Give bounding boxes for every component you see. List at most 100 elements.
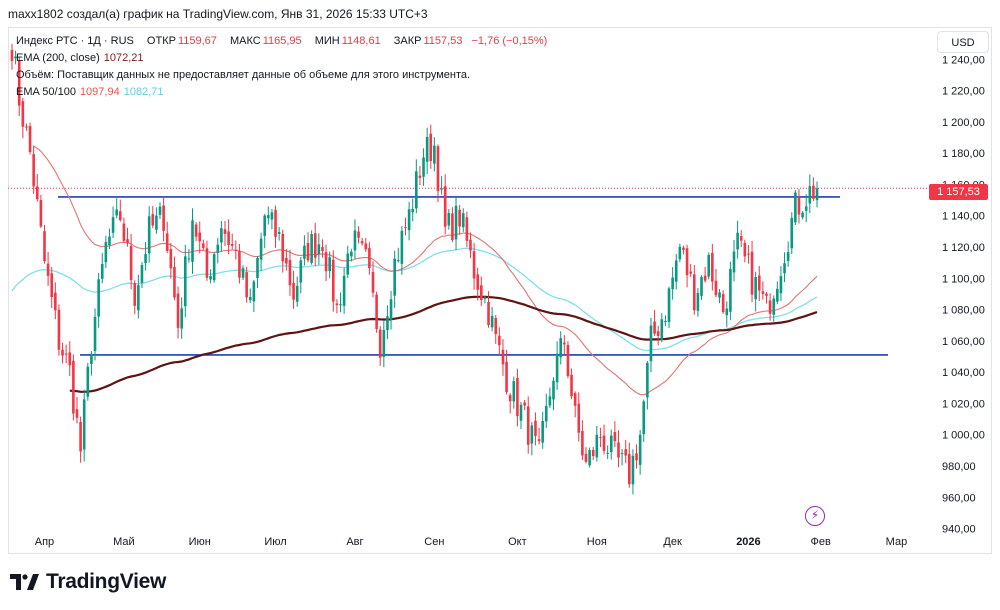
candle — [729, 261, 732, 321]
candle — [241, 265, 245, 281]
candle-body — [656, 331, 660, 336]
candle-body — [711, 252, 714, 282]
candle — [129, 233, 133, 290]
candle-body — [295, 285, 299, 302]
candle — [476, 267, 479, 301]
candle — [736, 220, 739, 259]
candle — [144, 242, 147, 271]
candle — [21, 97, 25, 139]
candle-body — [108, 236, 111, 245]
candle — [310, 230, 313, 265]
candle-body — [801, 212, 804, 218]
candle-body — [700, 276, 703, 296]
candle-body — [757, 275, 761, 291]
currency-button[interactable]: USD — [937, 31, 989, 53]
candle — [162, 197, 165, 242]
candle — [191, 208, 194, 274]
candle-body — [812, 185, 815, 199]
candle-body — [35, 186, 39, 200]
candle — [115, 198, 118, 219]
candle — [566, 341, 570, 379]
candle-body — [147, 216, 151, 254]
candle-body — [321, 247, 324, 252]
candle — [440, 176, 443, 195]
candle-body — [79, 421, 82, 452]
candle — [119, 199, 122, 222]
candle-body — [82, 399, 86, 450]
candle — [32, 145, 35, 195]
candle-body — [393, 258, 396, 296]
candle — [747, 245, 750, 264]
candle-body — [350, 251, 353, 257]
candle-body — [158, 206, 162, 215]
candle — [82, 389, 86, 462]
candle-body — [783, 263, 786, 274]
candle — [223, 220, 227, 247]
candle-body — [72, 360, 75, 414]
candle-body — [804, 206, 808, 211]
lightning-icon[interactable]: ⚡ — [805, 506, 825, 526]
candle — [451, 207, 454, 243]
candle-body — [129, 245, 133, 281]
candle — [757, 265, 761, 302]
candle — [324, 244, 328, 282]
candle-body — [328, 257, 331, 272]
candle-body — [588, 450, 591, 466]
candle-body — [137, 285, 140, 311]
y-tick-label: 1 240,00 — [942, 54, 985, 66]
candle — [187, 248, 191, 263]
candle-body — [162, 205, 165, 231]
candle-body — [718, 292, 721, 298]
candle — [140, 262, 144, 289]
candle — [656, 325, 660, 346]
candle-body — [620, 453, 624, 455]
chart-caption: maxx1802 создал(а) график на TradingView… — [8, 7, 428, 21]
candle — [808, 174, 812, 214]
candle-body — [736, 232, 739, 250]
candle-body — [487, 301, 490, 325]
candle — [570, 368, 573, 400]
candle — [274, 205, 277, 248]
candle-body — [570, 374, 573, 397]
candle-body — [386, 316, 389, 331]
candle — [342, 267, 346, 314]
candle-body — [342, 275, 346, 306]
x-tick-label: Фев — [810, 536, 830, 548]
candle — [346, 245, 350, 278]
candle — [288, 249, 292, 296]
candle-body — [595, 434, 599, 458]
candle — [725, 301, 729, 328]
candle-body — [692, 274, 696, 311]
candle — [313, 222, 317, 267]
candle-body — [548, 396, 552, 406]
candle-body — [144, 254, 147, 264]
candle — [108, 228, 111, 250]
candle — [501, 339, 505, 376]
y-tick-label: 1 100,00 — [942, 273, 985, 285]
tradingview-logo[interactable]: TradingView — [10, 570, 166, 594]
candle-body — [32, 154, 35, 187]
y-tick-label: 1 140,00 — [942, 211, 985, 223]
candle — [183, 244, 187, 318]
chart-frame[interactable] — [8, 27, 992, 554]
candle-body — [555, 353, 559, 383]
candle-body — [357, 231, 360, 238]
candle-body — [649, 325, 653, 362]
y-tick-label: 1 220,00 — [942, 86, 985, 98]
candle-body — [476, 274, 479, 290]
ema200-label: EMA (200, close) — [16, 52, 100, 64]
candle-body — [245, 272, 248, 298]
candle-body — [577, 403, 581, 433]
x-tick-label: Мар — [886, 536, 908, 548]
candle — [732, 239, 736, 282]
brand-name: TradingView — [46, 570, 167, 593]
candle-body — [721, 293, 725, 312]
candle-body — [530, 425, 534, 444]
y-tick-label: 940,00 — [942, 524, 976, 536]
candle — [660, 313, 664, 343]
candle — [97, 272, 100, 328]
candle — [382, 320, 386, 368]
candle-body — [772, 298, 776, 315]
candle-body — [411, 209, 415, 213]
